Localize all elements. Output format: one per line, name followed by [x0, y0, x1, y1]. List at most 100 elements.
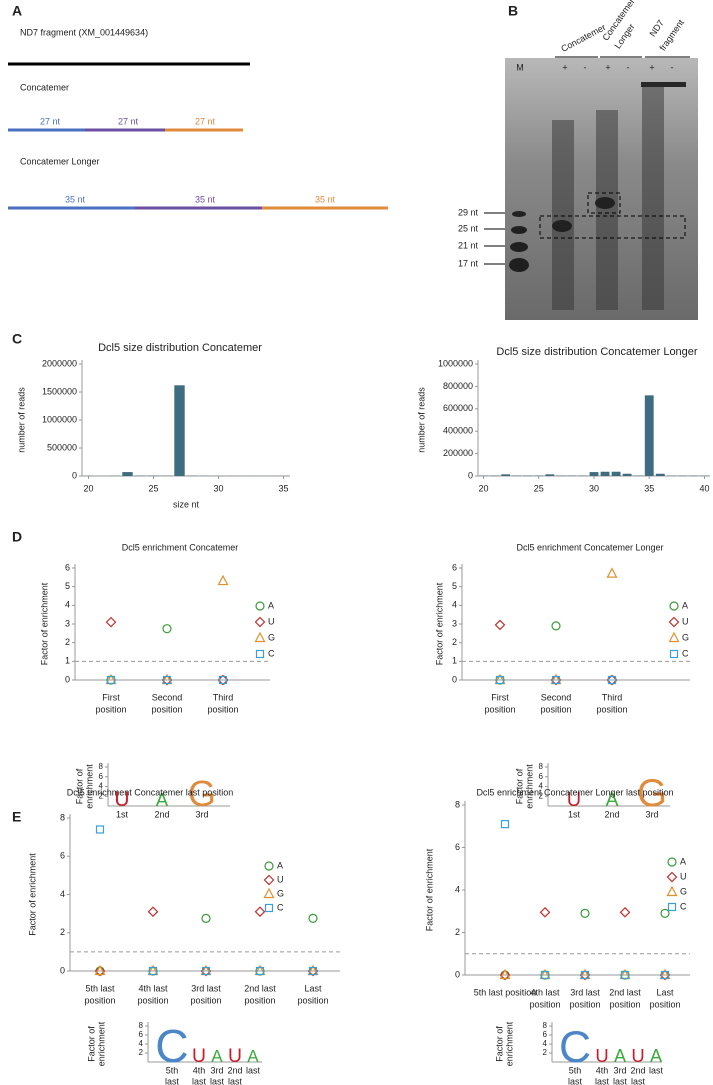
- construct-name: Concatemer Longer: [20, 156, 100, 166]
- y-tick-label: 0: [455, 969, 460, 979]
- y-axis-label: Factor of: [494, 1026, 504, 1062]
- x-tick-label: position: [151, 704, 182, 714]
- chart-title: Dcl5 size distribution Concatemer: [98, 342, 262, 354]
- logo-letter: A: [605, 789, 619, 811]
- x-tick-label: position: [609, 999, 640, 1009]
- x-tick-label: last: [631, 1076, 646, 1085]
- y-tick-label: 1500000: [42, 386, 77, 396]
- y-tick-label: 4: [60, 889, 65, 899]
- logo-letter: A: [650, 1046, 663, 1066]
- logo-letter: G: [188, 774, 216, 814]
- highlight-box: [587, 192, 621, 214]
- panel-label: B: [508, 3, 518, 19]
- y-tick-label: 2000000: [42, 358, 77, 368]
- y-tick-label: 2: [65, 637, 70, 647]
- x-tick-label: 20: [83, 483, 93, 493]
- panel-label: C: [12, 331, 22, 347]
- lane-label: -: [671, 62, 674, 72]
- chart-title: Dcl5 size distribution Concatemer Longer: [496, 346, 697, 358]
- segment-label: 35 nt: [195, 194, 216, 204]
- x-tick-label: Third: [602, 692, 623, 702]
- y-tick-label: 4: [452, 600, 457, 610]
- legend-marker: [669, 649, 679, 659]
- legend-label: A: [680, 856, 686, 866]
- y-axis-label: Factor of enrichment: [27, 853, 37, 936]
- point: [201, 913, 211, 924]
- x-tick-label: 5th last: [85, 983, 115, 993]
- point: [660, 970, 670, 980]
- x-tick-label: 35: [278, 483, 288, 493]
- bar: [611, 471, 621, 476]
- point: [254, 906, 266, 918]
- y-axis-label: Factor of: [74, 768, 84, 804]
- y-tick-label: 2: [455, 927, 460, 937]
- legend-marker: [254, 616, 266, 628]
- y-tick-label: 2: [99, 791, 104, 800]
- x-tick-label: 35: [644, 483, 654, 493]
- point: [308, 913, 318, 924]
- x-tick-label: position: [540, 704, 571, 714]
- y-axis-label: number of reads: [416, 387, 426, 453]
- y-tick-label: 2: [543, 1048, 548, 1057]
- logo-letter: U: [228, 1045, 242, 1067]
- x-tick-label: position: [190, 995, 221, 1005]
- x-tick-label: position: [244, 995, 275, 1005]
- point: [105, 616, 117, 628]
- x-tick-label: last: [568, 1076, 583, 1085]
- y-tick-label: 2: [60, 927, 65, 937]
- x-tick-label: 30: [213, 483, 223, 493]
- chart-title: Dcl5 enrichment Concatemer last position: [67, 787, 234, 797]
- x-tick-label: position: [207, 704, 238, 714]
- panel-label: E: [12, 809, 21, 825]
- x-tick-label: position: [484, 704, 515, 714]
- y-axis-label: Factor of: [86, 1026, 96, 1062]
- point: [499, 968, 511, 980]
- y-tick-label: 0: [65, 674, 70, 684]
- bar: [655, 473, 665, 476]
- legend-label: C: [680, 901, 687, 911]
- x-tick-label: Second: [152, 692, 183, 702]
- y-tick-label: 1: [452, 656, 457, 666]
- y-tick-label: 5: [452, 581, 457, 591]
- chart-title: Dcl5 enrichment Concatemer Longer last p…: [476, 787, 673, 797]
- legend-label: G: [682, 632, 689, 642]
- point: [540, 970, 550, 980]
- y-tick-label: 1: [65, 656, 70, 666]
- y-tick-label: 3: [452, 618, 457, 628]
- y-axis-label: Factor of enrichment: [434, 582, 444, 665]
- point: [620, 970, 630, 980]
- y-tick-label: 6: [139, 1030, 144, 1039]
- y-tick-label: 500000: [47, 442, 77, 452]
- legend-marker: [264, 861, 274, 871]
- y-tick-label: 4: [543, 1039, 548, 1048]
- x-axis-label: size nt: [173, 499, 200, 509]
- point: [499, 969, 511, 981]
- point: [619, 906, 631, 918]
- point: [580, 970, 590, 980]
- size-marker: 29 nt: [458, 207, 479, 217]
- x-tick-label: last: [210, 1076, 225, 1085]
- point: [162, 675, 172, 685]
- legend-marker: [667, 902, 677, 912]
- x-tick-label: 40: [699, 483, 709, 493]
- legend-label: G: [268, 632, 275, 642]
- point: [308, 966, 318, 976]
- x-tick-label: First: [491, 692, 509, 702]
- chart-title: Dcl5 enrichment Concatemer: [122, 542, 239, 552]
- point: [95, 825, 105, 834]
- x-tick-label: last: [228, 1076, 243, 1085]
- bar: [501, 474, 511, 476]
- legend-label: U: [277, 874, 284, 884]
- y-tick-label: 3: [65, 618, 70, 628]
- logo-letter: C: [155, 1020, 188, 1072]
- point: [106, 675, 116, 685]
- bar: [589, 472, 599, 476]
- x-tick-label: 5th: [569, 1065, 582, 1075]
- x-tick-label: position: [297, 995, 328, 1005]
- legend-label: C: [682, 648, 689, 658]
- point: [94, 964, 106, 976]
- legend-marker: [669, 601, 679, 611]
- lane-label: -: [584, 62, 587, 72]
- x-tick-label: 20: [479, 483, 489, 493]
